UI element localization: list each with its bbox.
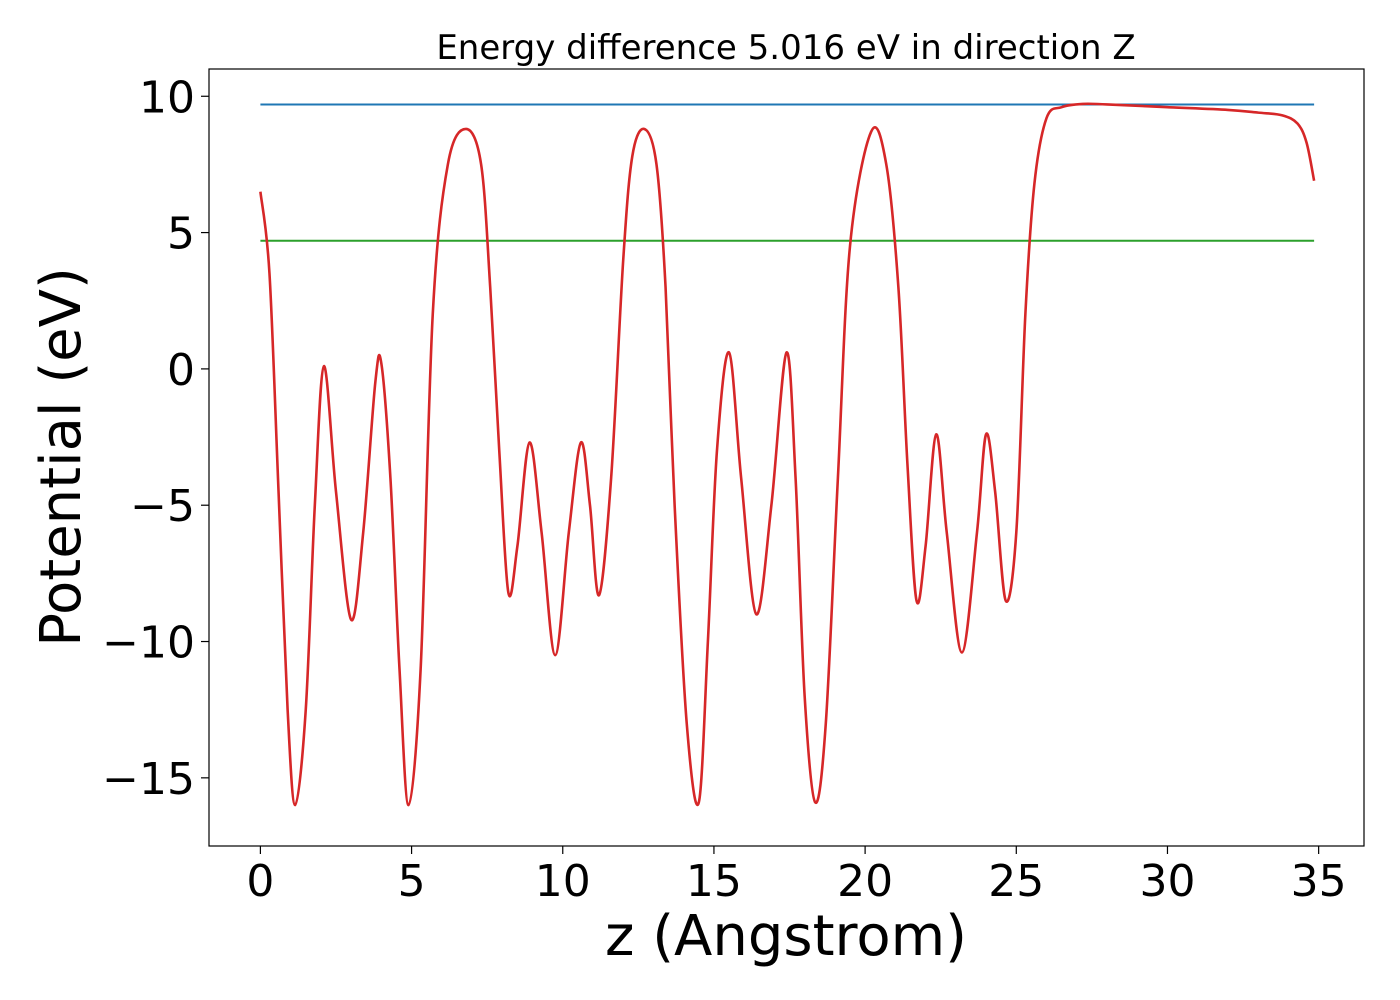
x-tick-label: 0 — [246, 856, 274, 907]
y-axis-label: Potential (eV) — [29, 267, 94, 647]
y-tick-label: 5 — [167, 209, 195, 260]
series-line-0 — [259, 102, 1316, 807]
chart-title: Energy difference 5.016 eV in direction … — [436, 28, 1135, 68]
y-axis: 10 5 0 −5 −10 −15 — [102, 72, 209, 805]
x-tick-label: 30 — [1139, 856, 1195, 907]
y-tick-label: −10 — [102, 618, 195, 669]
x-axis-label: z (Angstrom) — [605, 904, 967, 969]
plot-area — [259, 102, 1316, 807]
y-tick-label: −5 — [130, 481, 195, 532]
x-tick-label: 10 — [535, 856, 591, 907]
y-tick-label: 10 — [139, 72, 195, 123]
y-tick-label: 0 — [167, 345, 195, 396]
x-tick-label: 15 — [686, 856, 742, 907]
y-tick-label: −15 — [102, 754, 195, 805]
x-tick-label: 5 — [398, 856, 426, 907]
plot-frame — [208, 68, 1365, 847]
x-tick-label: 20 — [837, 856, 893, 907]
x-tick-label: 35 — [1291, 856, 1347, 907]
x-tick-label: 25 — [988, 856, 1044, 907]
x-axis: 0 5 10 15 20 25 30 35 — [246, 846, 1347, 907]
